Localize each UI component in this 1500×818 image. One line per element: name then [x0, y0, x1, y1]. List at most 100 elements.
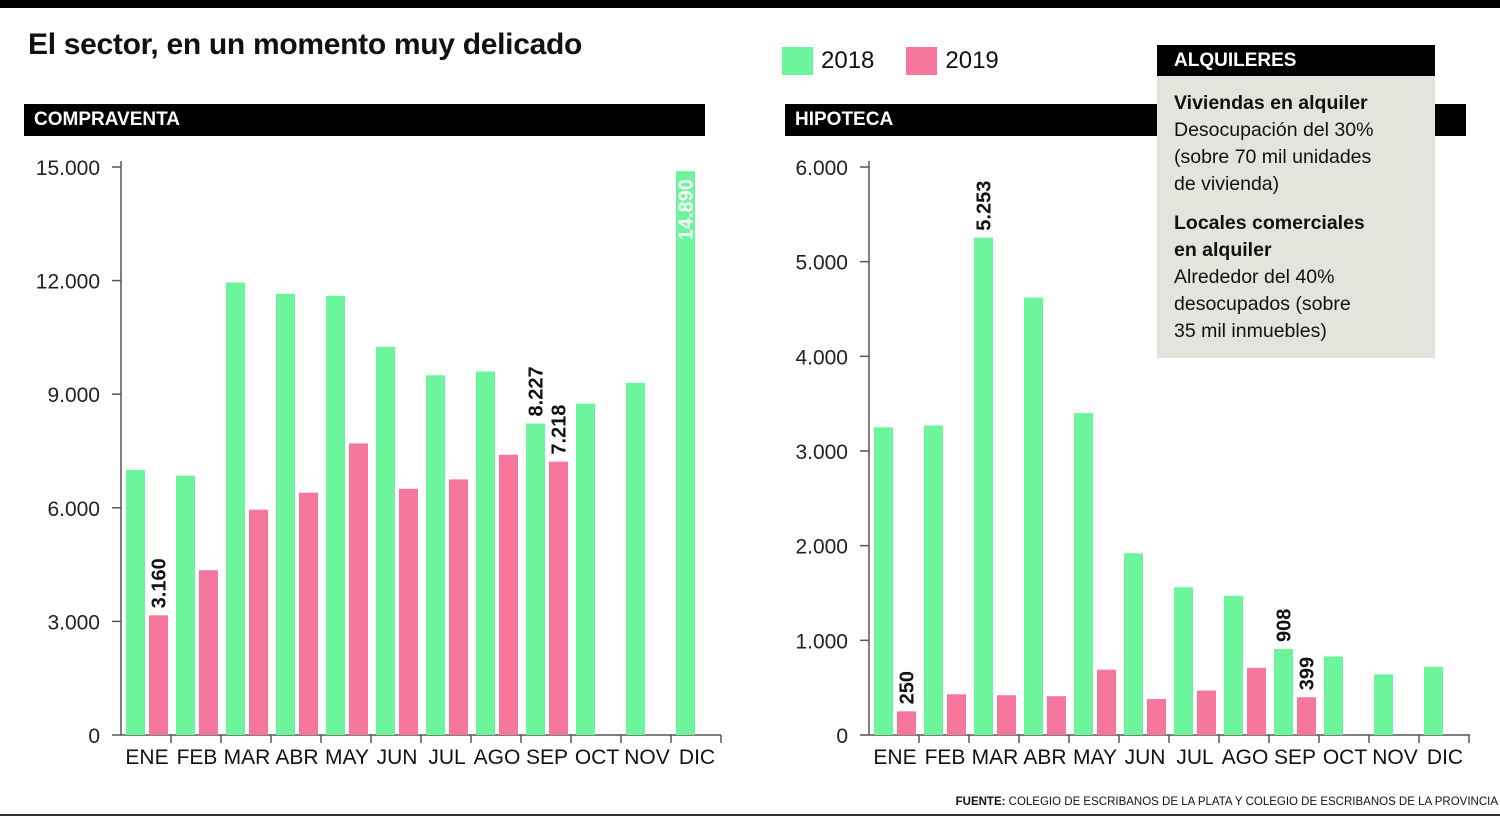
compraventa-bar-2019 — [149, 615, 168, 735]
locales-line: desocupados (sobre — [1174, 293, 1351, 315]
legend-label-2019: 2019 — [945, 47, 999, 74]
hipoteca-data-label: 5.253 — [974, 181, 996, 231]
hipoteca-bar-2018 — [1124, 553, 1143, 735]
compraventa-data-label: 14.890 — [676, 179, 698, 240]
hipoteca-bar-2019 — [947, 694, 966, 735]
viviendas-title: Viviendas en alquiler — [1174, 92, 1368, 114]
compraventa-bar-2019 — [299, 492, 318, 735]
hipoteca-bar-2019 — [997, 695, 1016, 735]
hipoteca-bar-2018 — [1374, 674, 1393, 735]
hipoteca-category-label: NOV — [1372, 746, 1418, 769]
compraventa-bar-2018 — [476, 371, 495, 735]
hipoteca-category-label: ABR — [1023, 746, 1066, 769]
legend-swatch-2019 — [906, 47, 938, 75]
compraventa-bar-2018 — [576, 403, 595, 735]
compraventa-category-label: JUN — [377, 746, 418, 769]
hipoteca-bar-2019 — [897, 711, 916, 735]
locales-title: en alquiler — [1174, 239, 1272, 261]
compraventa-category-label: ABR — [275, 746, 318, 769]
hipoteca-bar-2018 — [874, 427, 893, 735]
compraventa-bar-2019 — [349, 443, 368, 735]
compraventa-category-label: FEB — [177, 746, 218, 769]
hipoteca-bar-2018 — [1174, 587, 1193, 735]
source-note: FUENTE: COLEGIO DE ESCRIBANOS DE LA PLAT… — [956, 796, 1498, 808]
compraventa-y-tick-label: 15.000 — [36, 157, 100, 180]
compraventa-category-label: ENE — [125, 746, 168, 769]
hipoteca-y-tick-label: 5.000 — [795, 252, 848, 275]
hipoteca-category-label: FEB — [925, 746, 966, 769]
compraventa-data-label: 7.218 — [549, 405, 571, 455]
compraventa-bar-2018 — [176, 475, 195, 735]
hipoteca-bar-2018 — [974, 237, 993, 735]
hipoteca-category-label: MAY — [1073, 746, 1117, 769]
hipoteca-category-label: DIC — [1427, 746, 1463, 769]
compraventa-bar-2018 — [276, 293, 295, 735]
hipoteca-bar-2018 — [1024, 297, 1043, 735]
hipoteca-data-label: 250 — [897, 671, 919, 704]
hipoteca-bar-2019 — [1197, 690, 1216, 735]
compraventa-bar-2019 — [499, 454, 518, 735]
compraventa-bar-2019 — [199, 570, 218, 735]
legend-swatch-2018 — [782, 47, 813, 75]
hipoteca-data-label: 399 — [1297, 657, 1319, 690]
compraventa-bar-2019 — [449, 479, 468, 735]
compraventa-y-tick-label: 12.000 — [36, 271, 100, 294]
hipoteca-y-tick-label: 0 — [836, 725, 848, 748]
compraventa-bar-2018 — [326, 295, 345, 735]
legend: 2018 2019 — [782, 46, 999, 76]
compraventa-category-label: AGO — [474, 746, 521, 769]
compraventa-y-tick-label: 3.000 — [47, 611, 100, 634]
compraventa-bar-2018 — [126, 469, 145, 735]
hipoteca-bar-2018 — [1274, 649, 1293, 735]
compraventa-y-tick-label: 0 — [88, 725, 100, 748]
hipoteca-bar-2018 — [1224, 595, 1243, 735]
compraventa-bar-2018 — [676, 171, 695, 735]
viviendas-line: de vivienda) — [1174, 173, 1280, 195]
compraventa-category-label: MAR — [224, 746, 271, 769]
hipoteca-category-label: AGO — [1222, 746, 1269, 769]
locales-line: Alrededor del 40% — [1174, 266, 1335, 288]
hipoteca-bar-2019 — [1097, 669, 1116, 735]
compraventa-data-label: 3.160 — [149, 558, 171, 608]
compraventa-bar-2019 — [549, 461, 568, 735]
hipoteca-bar-2018 — [1074, 413, 1093, 735]
hipoteca-data-label: 908 — [1274, 609, 1296, 642]
compraventa-bar-2019 — [249, 509, 268, 735]
source-label: FUENTE: — [955, 796, 1006, 808]
hipoteca-bar-2019 — [1047, 696, 1066, 735]
compraventa-category-label: DIC — [679, 746, 715, 769]
compraventa-data-label: 8.227 — [526, 366, 548, 416]
hipoteca-category-label: MAR — [972, 746, 1019, 769]
compraventa-category-label: MAY — [325, 746, 369, 769]
hipoteca-bar-2018 — [1424, 666, 1443, 735]
viviendas-line: (sobre 70 mil unidades — [1174, 146, 1372, 168]
compraventa-bar-2018 — [376, 346, 395, 735]
top-rule — [0, 0, 1500, 8]
compraventa-category-label: NOV — [624, 746, 670, 769]
compraventa-bar-2018 — [626, 382, 645, 735]
locales-line: 35 mil inmuebles) — [1174, 320, 1327, 342]
compraventa-bar-2019 — [399, 488, 418, 735]
compraventa-bar-2018 — [426, 375, 445, 735]
hipoteca-y-tick-label: 2.000 — [795, 536, 848, 559]
hipoteca-category-label: JUL — [1176, 746, 1213, 769]
legend-label-2018: 2018 — [821, 47, 875, 74]
hipoteca-y-tick-label: 1.000 — [795, 630, 848, 653]
source-text: COLEGIO DE ESCRIBANOS DE LA PLATA Y COLE… — [1005, 796, 1498, 808]
hipoteca-bar-2019 — [1147, 699, 1166, 735]
hipoteca-bar-2019 — [1297, 697, 1316, 735]
bottom-rule — [0, 814, 1500, 816]
alquileres-header: ALQUILERES — [1157, 45, 1435, 76]
hipoteca-category-label: JUN — [1125, 746, 1166, 769]
compraventa-y-tick-label: 6.000 — [47, 498, 100, 521]
compraventa-header: COMPRAVENTA — [24, 104, 705, 136]
viviendas-line: Desocupación del 30% — [1174, 119, 1374, 141]
compraventa-category-label: JUL — [428, 746, 465, 769]
hipoteca-bar-2018 — [924, 425, 943, 735]
hipoteca-category-label: SEP — [1274, 746, 1316, 769]
hipoteca-bar-2018 — [1324, 656, 1343, 735]
locales-title: Locales comerciales — [1174, 212, 1365, 234]
compraventa-bar-2018 — [226, 282, 245, 735]
hipoteca-bar-2019 — [1247, 667, 1266, 735]
